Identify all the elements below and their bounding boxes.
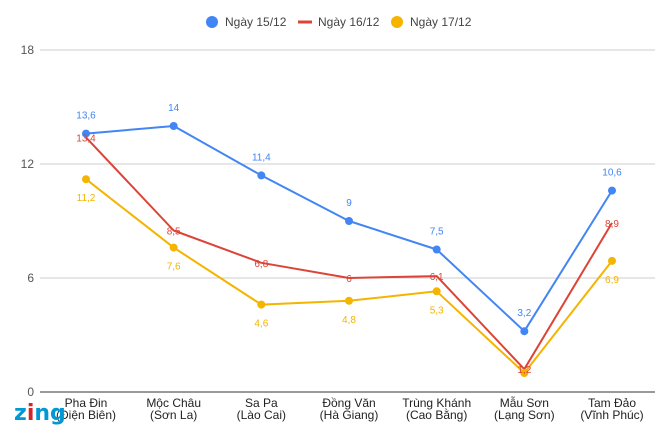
legend-label: Ngày 17/12: [410, 15, 472, 29]
y-tick-label: 18: [21, 43, 35, 57]
y-tick-label: 12: [21, 157, 35, 171]
x-tick-label-line1: Đồng Văn: [322, 396, 375, 410]
data-point: [82, 129, 90, 138]
legend-label: Ngày 15/12: [225, 15, 287, 29]
legend-swatch: [391, 16, 403, 28]
data-label: 7,5: [430, 227, 444, 238]
data-point: [169, 243, 178, 252]
x-tick-label-line2: (Vĩnh Phúc): [580, 408, 643, 422]
data-point: [345, 217, 353, 225]
x-tick-label-line1: Pha Đin: [65, 396, 108, 410]
x-tick-label-line2: (Cao Bằng): [406, 407, 467, 422]
data-label: 8,5: [167, 227, 181, 238]
x-tick-label-line2: (Hà Giang): [320, 408, 379, 422]
series-lines: [85, 125, 613, 374]
legend-label: Ngày 16/12: [318, 15, 380, 29]
data-labels: 13,6 14 11,4 9 7,5 3,2 10,6 13,4 8,5 6,8 6 6,1 1,2 8,…: [76, 103, 622, 376]
legend: Ngày 15/12 Ngày 16/12 Ngày 17/12: [206, 15, 472, 29]
x-tick-label-line2: (Lạng Sơn): [494, 408, 555, 422]
x-axis-ticks: Pha Đin(Điện Biên)Mộc Châu(Sơn La)Sa Pa(…: [56, 395, 644, 422]
data-label: 13,4: [76, 133, 96, 144]
gridlines: [40, 49, 655, 393]
data-label: 13,6: [76, 111, 96, 122]
data-label: 6,1: [430, 272, 444, 283]
logo-letter-n: n: [34, 401, 50, 426]
legend-swatch: [298, 20, 312, 24]
data-label: 6,8: [254, 259, 268, 270]
x-tick-label-line2: (Lào Cai): [237, 408, 286, 422]
x-tick-label-line1: Mộc Châu: [146, 396, 201, 410]
x-tick-label-line1: Mẫu Sơn: [500, 395, 549, 410]
data-point: [345, 296, 353, 305]
data-label: 4,6: [254, 319, 268, 330]
data-point: [608, 186, 616, 195]
y-tick-label: 6: [27, 271, 34, 285]
data-point: [608, 256, 616, 265]
logo-letter-z: z: [14, 401, 27, 426]
logo-letter-g: g: [50, 401, 66, 426]
x-tick-label-line1: Tam Đảo: [588, 396, 636, 410]
logo-letter-i: i: [27, 401, 35, 426]
data-label: 6: [346, 274, 352, 285]
data-label: 9: [346, 198, 352, 209]
data-label: 10,6: [602, 168, 622, 179]
legend-swatch: [206, 16, 218, 28]
x-tick-label-line2: (Sơn La): [150, 408, 197, 422]
data-point: [169, 122, 178, 130]
data-label: 11,4: [252, 152, 271, 163]
data-point: [257, 171, 266, 180]
data-label: 7,6: [167, 262, 181, 273]
data-label: 5,3: [430, 305, 444, 316]
data-label: 14: [168, 103, 180, 114]
y-axis-ticks: 0 6 12 18: [21, 43, 35, 399]
data-point: [432, 245, 441, 254]
data-label: 4,8: [342, 315, 356, 326]
data-point: [520, 327, 529, 336]
series-points: [82, 122, 616, 377]
data-point: [257, 300, 266, 309]
x-tick-label-line1: Trùng Khánh: [402, 396, 471, 410]
data-label: 3,2: [517, 308, 531, 319]
x-tick-label-line1: Sa Pa: [245, 396, 278, 410]
data-point: [82, 175, 90, 184]
series-line: [85, 136, 613, 371]
data-label: 11,2: [77, 193, 96, 204]
svg-text:zing: zing: [14, 401, 66, 426]
zing-logo: zing: [14, 401, 66, 426]
data-label: 6,9: [605, 275, 619, 286]
data-point: [432, 287, 441, 296]
data-label: 1,2: [517, 365, 531, 376]
y-tick-label: 0: [27, 385, 34, 399]
data-point: [520, 369, 529, 377]
x-tick-label-line2: (Điện Biên): [56, 408, 116, 422]
data-label: 8,9: [605, 219, 619, 230]
